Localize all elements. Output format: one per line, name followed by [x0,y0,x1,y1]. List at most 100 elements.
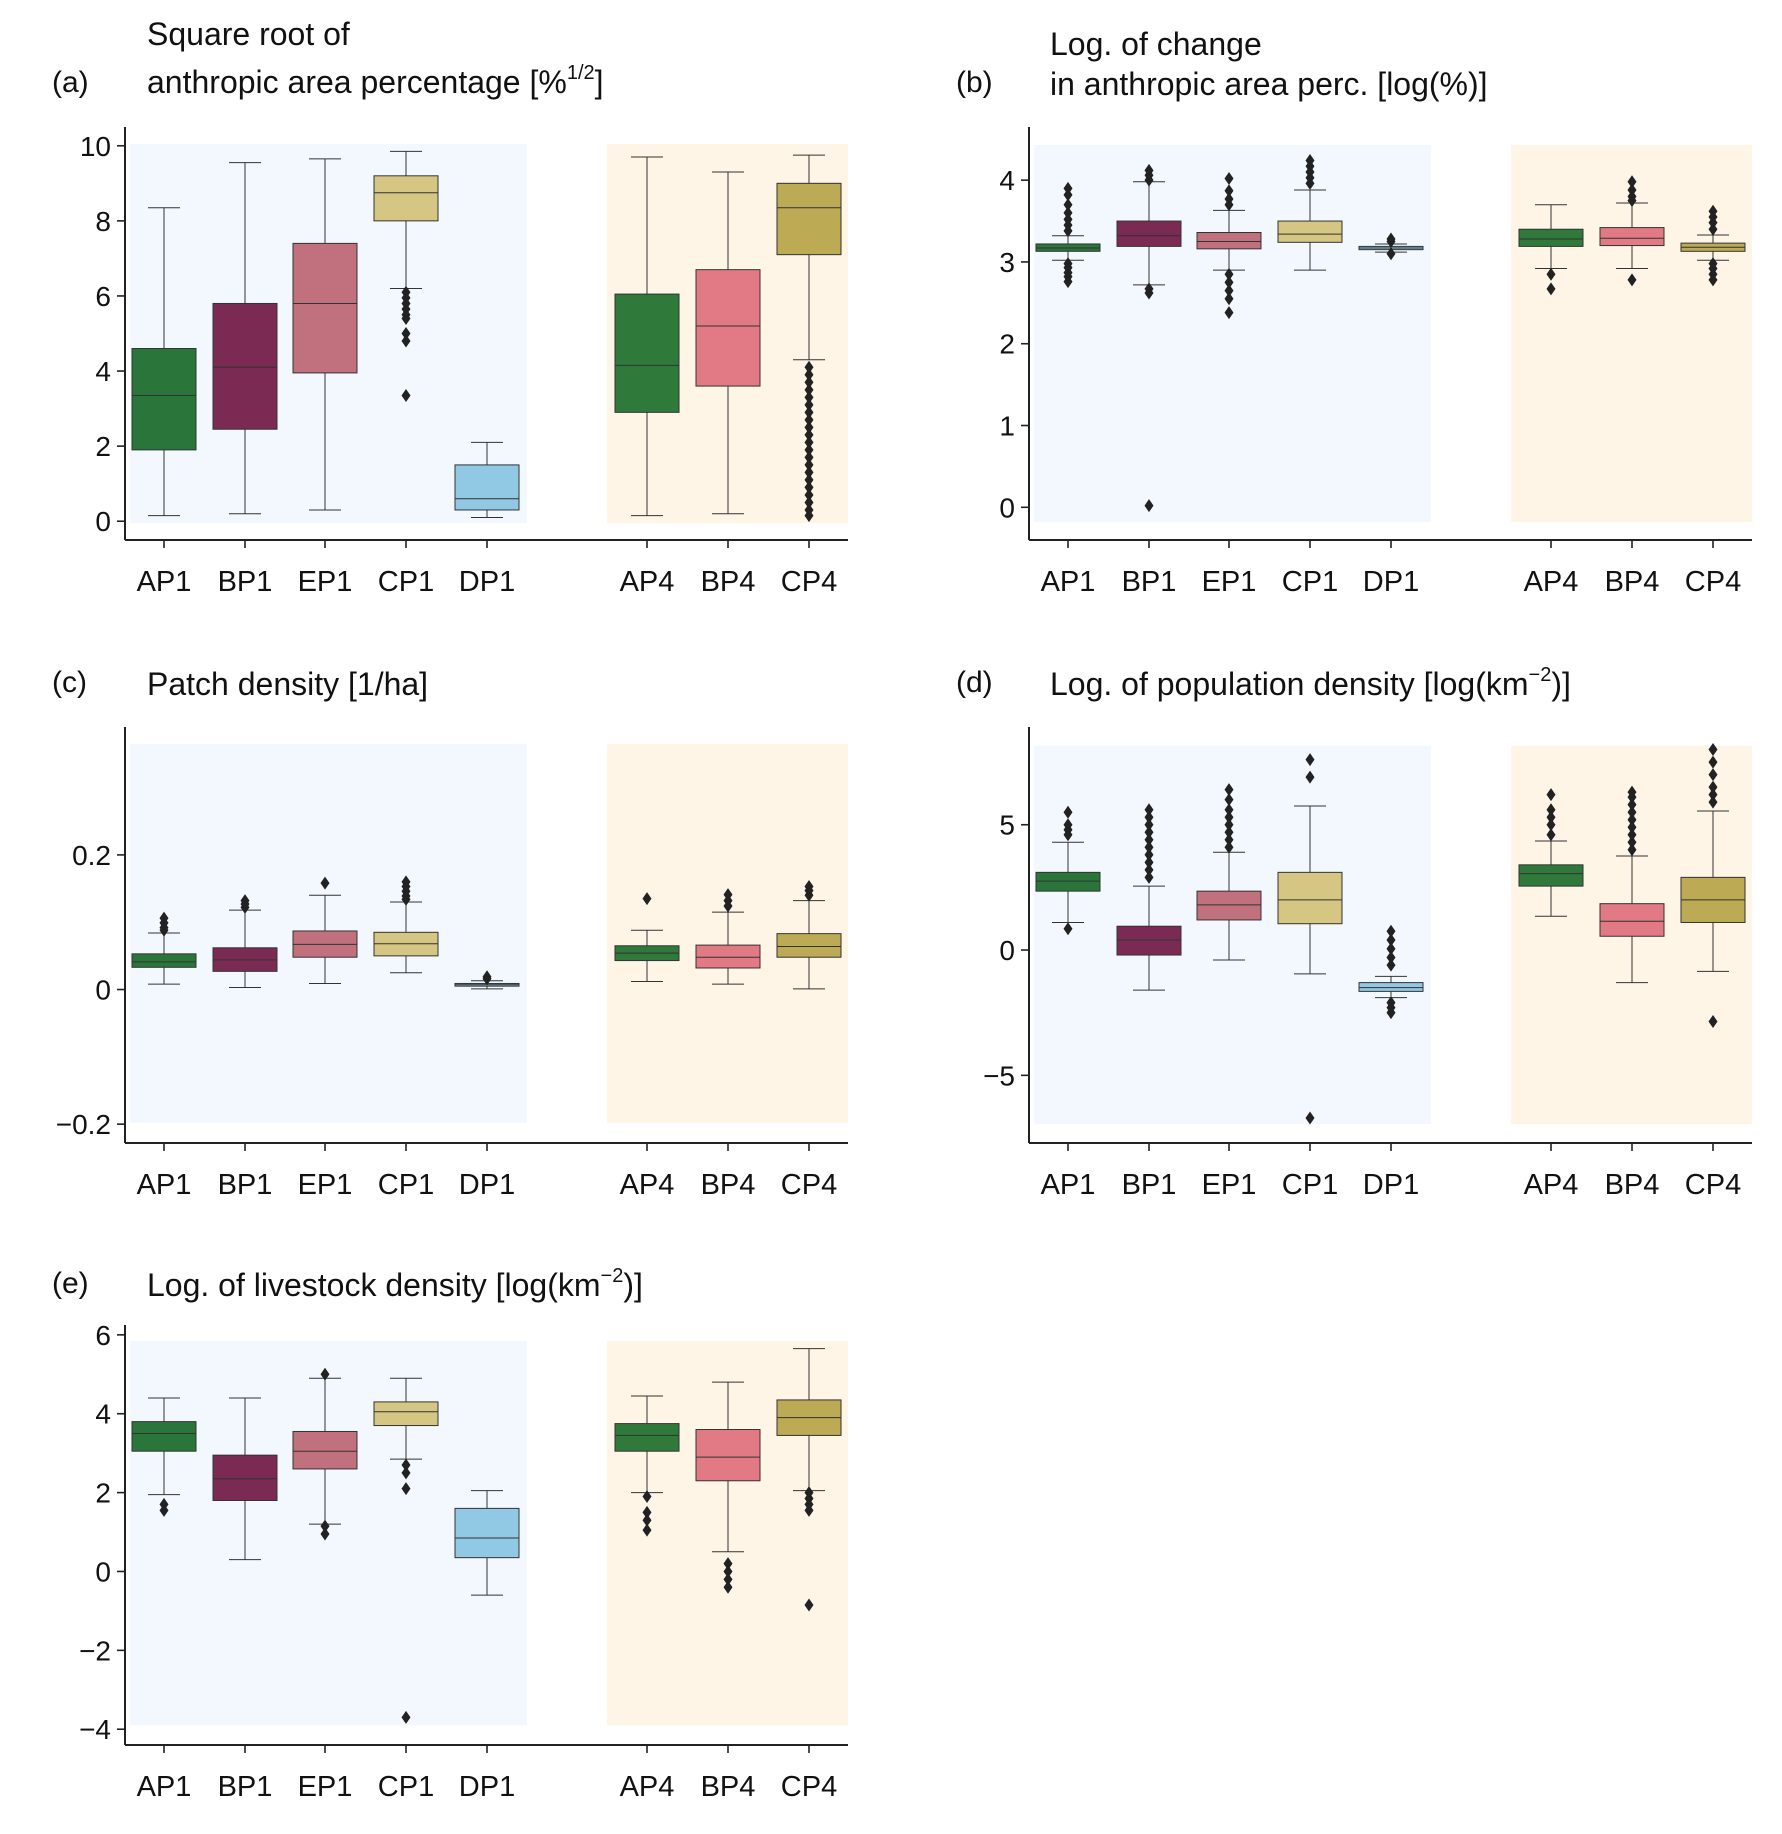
outlier-point [1063,181,1073,195]
box-BP1 [1116,803,1182,991]
y-tick-label: 4 [95,1399,111,1430]
outlier-point [1627,835,1637,849]
outlier-point [1144,863,1154,877]
outlier-point [642,1513,652,1527]
outlier-point [804,405,814,419]
y-tick-label: 2 [95,1478,111,1509]
outlier-point [642,892,652,906]
outlier-point [1144,870,1154,884]
box-body [373,175,439,222]
y-tick-label: 0 [95,975,111,1006]
panel-title-line-2: in anthropic area perc. [log(%)] [1050,66,1488,102]
outlier-point [1386,1006,1396,1020]
x-tick-label-BP4: BP4 [1605,1169,1660,1201]
outlier-point [401,388,411,402]
outlier-point [159,1503,169,1517]
box-body [1116,925,1182,956]
title-text: ] [595,64,604,100]
y-tick-label: 4 [999,165,1015,196]
outlier-point [1224,793,1234,807]
panel-title: Log. of livestock density [log(km−2)] [147,1265,643,1303]
outlier-point [1708,743,1718,757]
group-background-p1 [1034,745,1431,1125]
box-body [695,1429,761,1482]
y-tick-label: 0.2 [72,840,111,871]
outlier-point [1063,224,1073,238]
outlier-point [1386,933,1396,947]
outlier-point [723,1572,733,1586]
box-body [1599,903,1665,937]
box-EP1 [292,1367,358,1541]
x-tick-label-AP4: AP4 [620,1169,675,1201]
x-tick-label-CP4: CP4 [781,1169,837,1201]
outlier-point [804,383,814,397]
outlier-point [642,1505,652,1519]
box-CP4 [776,1348,842,1612]
title-superscript: −2 [601,1265,624,1287]
outlier-point [1708,755,1718,769]
outlier-point [1144,499,1154,513]
x-tick-label-BP1: BP1 [1122,1169,1177,1201]
box-body [1358,982,1424,992]
outlier-point [1386,924,1396,938]
box-DP1 [454,441,520,518]
outlier-point [1144,840,1154,854]
outlier-point [1305,1111,1315,1125]
box-AP4 [614,1395,680,1537]
outlier-point [1224,833,1234,847]
outlier-point [804,473,814,487]
outlier-point [804,1598,814,1612]
panel-letter: (e) [52,1267,89,1300]
x-tick-label-EP1: EP1 [298,566,353,598]
y-tick-label: −4 [79,1714,111,1745]
outlier-point [804,435,814,449]
outlier-point [1224,825,1234,839]
outlier-point [1386,951,1396,965]
outlier-point [723,899,733,913]
outlier-point [804,509,814,523]
outlier-point [1386,958,1396,972]
y-tick-label: 10 [80,131,111,162]
box-BP1 [212,894,278,989]
x-tick-label-CP1: CP1 [378,1169,434,1201]
box-body [1599,227,1665,247]
box-CP1 [373,150,439,402]
x-tick-label-CP1: CP1 [1282,566,1338,598]
title-text: )] [1551,666,1571,702]
outlier-point [1144,855,1154,869]
outlier-point [1144,803,1154,817]
outlier-point [804,390,814,404]
outlier-point [804,443,814,457]
outlier-point [642,1490,652,1504]
outlier-point [1546,282,1556,296]
y-tick-label: 6 [95,1320,111,1351]
box-body [776,933,842,958]
x-tick-label-BP1: BP1 [1122,566,1177,598]
outlier-point [1386,942,1396,956]
outlier-point [1386,247,1396,261]
x-tick-label-EP1: EP1 [1202,1169,1257,1201]
outlier-point [1546,803,1556,817]
outlier-point [1224,284,1234,298]
box-AP1 [131,1397,197,1517]
outlier-point [1224,810,1234,824]
panel-title-line-2: anthropic area percentage [%1/2] [147,62,604,100]
panel-title-line-1: Square root of [147,16,350,52]
x-tick-label-AP1: AP1 [137,1169,192,1201]
x-tick-label-AP1: AP1 [137,1771,192,1803]
outlier-point [804,368,814,382]
outlier-point [804,480,814,494]
title-text: )] [623,1267,643,1303]
box-BP4 [695,888,761,985]
x-tick-label-AP4: AP4 [1524,1169,1579,1201]
outlier-point [1546,828,1556,842]
group-background-p1 [1034,144,1431,523]
x-tick-label-BP1: BP1 [218,1169,273,1201]
outlier-point [804,360,814,374]
x-tick-label-AP4: AP4 [1524,566,1579,598]
panel-letter: (b) [956,66,993,99]
box-body [131,953,197,968]
outlier-point [1627,805,1637,819]
box-body [614,293,680,413]
